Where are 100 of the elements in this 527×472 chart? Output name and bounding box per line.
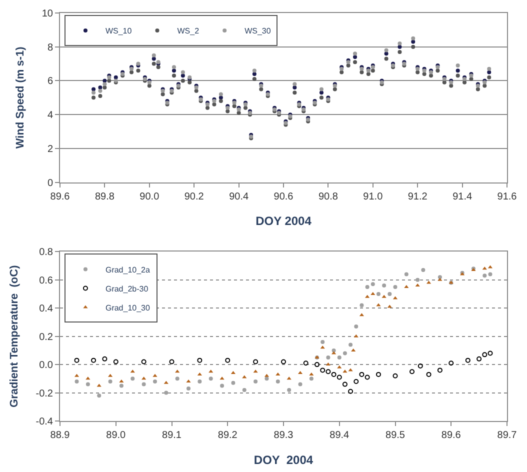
point	[264, 376, 269, 381]
point	[197, 358, 202, 363]
point	[337, 356, 342, 360]
x-tick-label: 89.3	[274, 430, 294, 441]
point	[276, 372, 280, 376]
point	[382, 294, 386, 298]
point	[342, 382, 348, 387]
point	[438, 275, 442, 280]
x-axis-title: DOY 2004	[254, 452, 314, 467]
y-tick-label: 0.4	[39, 304, 54, 315]
x-tick-label: 89.4	[330, 430, 350, 441]
point	[415, 284, 420, 287]
y-tick-label: -0.4	[36, 416, 54, 428]
point	[416, 278, 420, 282]
y-tick-label: 0	[47, 178, 54, 189]
y-tick-label: 6	[47, 76, 54, 88]
point	[376, 292, 380, 296]
point	[364, 374, 370, 380]
x-tick-label: 91.0	[363, 191, 384, 202]
legend-label: WS_30	[244, 26, 272, 36]
point	[354, 378, 359, 384]
point	[169, 359, 174, 364]
point	[476, 356, 482, 362]
point	[130, 376, 135, 381]
point	[74, 358, 80, 363]
y-tick-label: 0.2	[39, 332, 54, 343]
point	[152, 379, 157, 384]
point	[220, 384, 224, 388]
x-tick-label: 89.6	[50, 191, 70, 202]
point	[365, 294, 370, 298]
point	[164, 390, 168, 395]
point	[326, 356, 330, 360]
point	[404, 272, 408, 276]
legend-label: Grad_2b-30	[105, 284, 149, 294]
point	[276, 379, 280, 384]
point	[152, 374, 158, 377]
point	[108, 379, 112, 384]
point	[142, 382, 146, 386]
point	[437, 368, 442, 373]
x-tick-label: 90.6	[274, 191, 294, 202]
point	[354, 324, 358, 328]
point	[426, 372, 432, 377]
point	[388, 292, 392, 296]
y-tick-label: 0.6	[39, 275, 54, 286]
point	[448, 360, 454, 366]
point	[482, 266, 487, 270]
point	[360, 303, 364, 308]
point	[404, 284, 409, 288]
point	[348, 388, 354, 394]
point	[336, 374, 342, 380]
point	[309, 376, 314, 381]
point	[482, 352, 488, 358]
x-tick-label: 89.6	[441, 430, 462, 441]
x-tick-label: 88.9	[50, 430, 70, 441]
point	[175, 370, 180, 373]
x-tick-label: 89.8	[94, 191, 115, 202]
point	[354, 334, 358, 338]
point	[376, 303, 381, 306]
point	[488, 350, 493, 356]
point	[208, 376, 213, 381]
x-tick-label: 91.4	[452, 191, 472, 202]
point	[370, 292, 376, 296]
point	[281, 359, 286, 364]
point	[119, 384, 124, 388]
point	[97, 394, 102, 398]
point	[298, 382, 302, 386]
y-tick-label: 0.8	[39, 247, 54, 258]
x-tick-label: 89.7	[497, 430, 518, 441]
x-tick-label: 91.6	[497, 191, 518, 202]
x-tick-label: 90.4	[229, 191, 249, 202]
point	[320, 340, 325, 344]
point	[482, 274, 487, 278]
point	[421, 268, 426, 272]
point	[253, 359, 258, 364]
legend-label: Grad_10_2a	[105, 265, 150, 274]
y-tick-label: 2	[47, 144, 54, 155]
point	[186, 379, 191, 382]
point	[186, 386, 191, 391]
point	[365, 284, 370, 289]
point	[309, 372, 314, 376]
point	[287, 388, 292, 392]
point	[225, 358, 230, 363]
x-tick-label: 91.2	[408, 191, 428, 202]
point	[337, 365, 342, 368]
point	[348, 342, 353, 347]
point	[197, 372, 202, 376]
y-tick-label: 0.0	[39, 360, 54, 372]
point	[242, 388, 246, 392]
point	[370, 282, 375, 286]
point	[488, 272, 492, 276]
x-tick-label: 89.2	[218, 430, 238, 441]
point	[418, 363, 423, 368]
point	[113, 359, 118, 364]
point	[465, 358, 470, 363]
y-tick-label: 4	[47, 110, 54, 122]
x-tick-label: 90.0	[140, 191, 160, 202]
point	[254, 379, 258, 384]
point	[74, 379, 79, 384]
x-tick-label: 89.1	[162, 430, 182, 441]
x-tick-label: 90.2	[184, 191, 204, 202]
